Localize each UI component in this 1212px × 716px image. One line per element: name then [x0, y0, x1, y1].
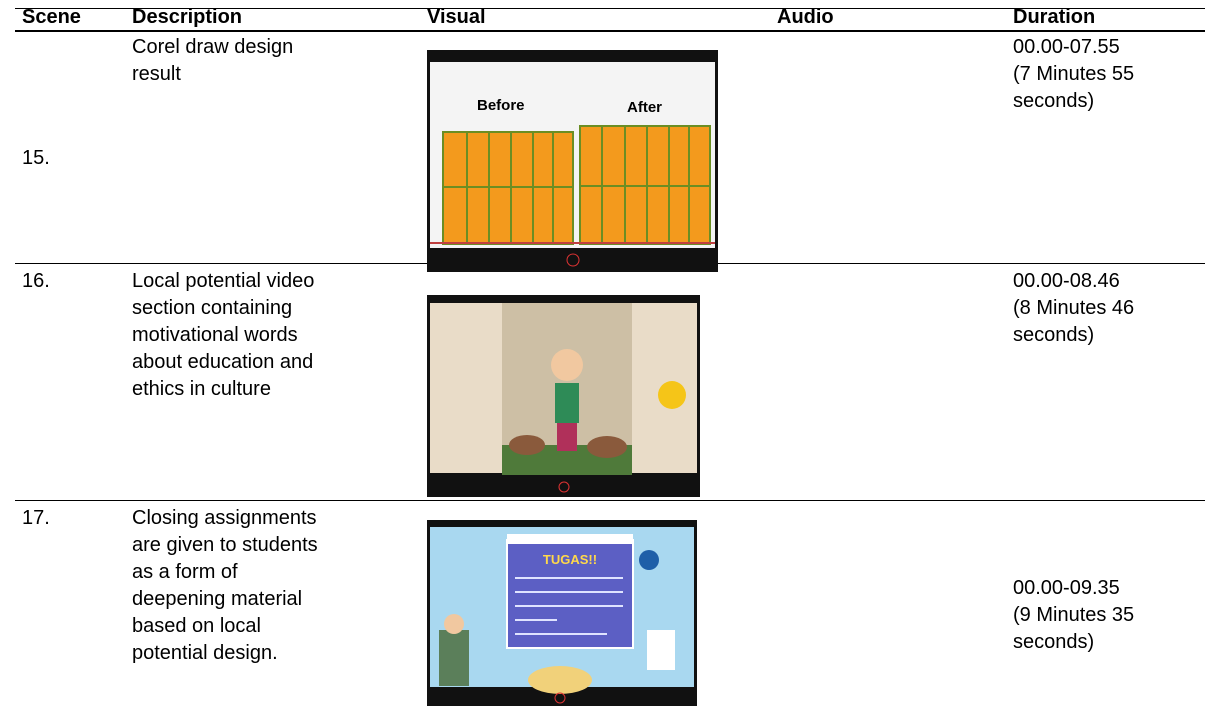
text-line: (9 Minutes 35	[1013, 604, 1135, 626]
text-line: 00.00-09.35	[1013, 577, 1120, 599]
col-head: Duration	[1013, 6, 1096, 28]
top-rule	[15, 8, 1205, 9]
scene-number: 17.	[22, 507, 50, 529]
text-line: ethics in culture	[132, 378, 271, 400]
text-line: potential design.	[132, 642, 278, 664]
text-line: Local potential video	[132, 270, 315, 292]
text-line: result	[132, 63, 181, 85]
slide-label: After	[627, 99, 662, 116]
text-line: section containing	[132, 297, 293, 319]
scene-number: 16.	[22, 270, 50, 292]
description: Local potential video section containing m…	[132, 268, 314, 403]
header-rule	[15, 30, 1205, 32]
row-rule	[15, 500, 1205, 501]
description: Closing assignments are given to students…	[132, 505, 318, 667]
col-head: Audio	[777, 6, 834, 28]
text-line: seconds)	[1013, 90, 1095, 112]
text-line: motivational words	[132, 324, 298, 346]
col-head: Description	[132, 6, 243, 28]
video-screenshot	[427, 295, 700, 497]
text-line: Corel draw design	[132, 36, 294, 58]
text-line: seconds)	[1013, 324, 1095, 346]
duration: 00.00-09.35 (9 Minutes 35 seconds)	[1013, 575, 1134, 656]
text-line: seconds)	[1013, 631, 1095, 653]
text-line: are given to students	[132, 534, 318, 556]
text-line: deepening material	[132, 588, 303, 610]
text-line: 00.00-07.55	[1013, 36, 1120, 58]
text-line: Closing assignments	[132, 507, 317, 529]
video-screenshot: TUGAS!!	[427, 520, 697, 706]
text-line: (8 Minutes 46	[1013, 297, 1135, 319]
slide-label: Before	[477, 97, 525, 114]
duration: 00.00-08.46 (8 Minutes 46 seconds)	[1013, 268, 1134, 349]
col-head: Scene	[22, 6, 81, 28]
text-line: based on local	[132, 615, 261, 637]
text-line: (7 Minutes 55	[1013, 63, 1135, 85]
text-line: about education and	[132, 351, 314, 373]
text-line: 00.00-08.46	[1013, 270, 1120, 292]
col-head: Visual	[427, 6, 486, 28]
description: Corel draw design result	[132, 34, 293, 88]
text-line: as a form of	[132, 561, 238, 583]
scene-number: 15.	[22, 147, 50, 169]
duration: 00.00-07.55 (7 Minutes 55 seconds)	[1013, 34, 1134, 115]
video-screenshot: Before After	[427, 50, 718, 272]
slide-title: TUGAS!!	[543, 552, 597, 567]
